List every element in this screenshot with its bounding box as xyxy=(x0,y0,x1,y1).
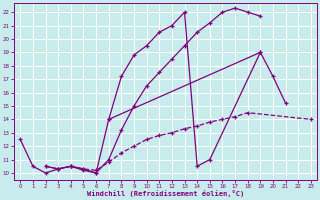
X-axis label: Windchill (Refroidissement éolien,°C): Windchill (Refroidissement éolien,°C) xyxy=(87,190,244,197)
